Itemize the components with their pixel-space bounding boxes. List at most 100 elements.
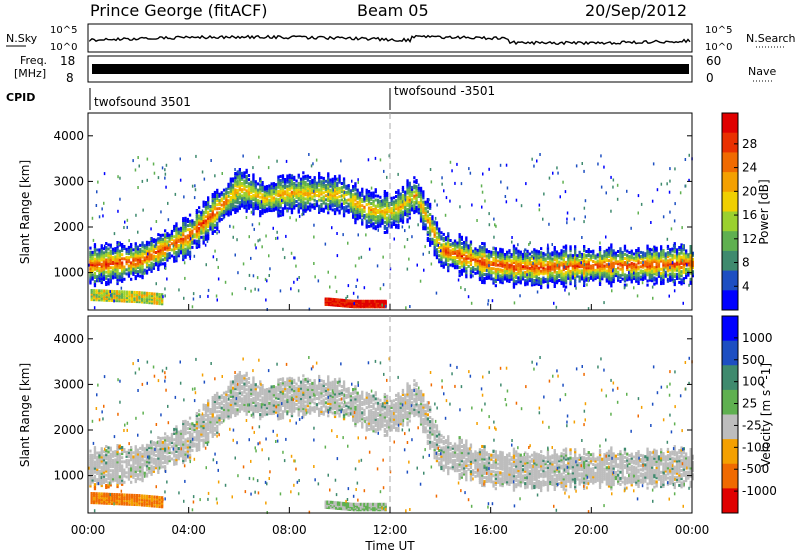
power-cell xyxy=(564,250,568,254)
power-cell xyxy=(689,255,692,259)
power-cell xyxy=(127,245,131,249)
power-cell xyxy=(653,278,656,282)
power-cell xyxy=(503,275,507,279)
power-cell xyxy=(515,282,518,286)
power-cell xyxy=(328,297,331,301)
power-cell xyxy=(610,274,613,278)
power-cell xyxy=(571,272,574,276)
power-cell xyxy=(426,232,429,236)
power-cell xyxy=(114,263,117,267)
power-cell xyxy=(445,196,448,200)
power-cell xyxy=(234,184,237,188)
power-cell xyxy=(357,295,359,299)
velocity-cell xyxy=(121,460,124,464)
power-cell xyxy=(551,265,554,269)
power-cell xyxy=(460,264,463,268)
power-cell xyxy=(373,299,377,303)
power-cell xyxy=(265,185,269,188)
power-cell xyxy=(272,202,275,206)
power-cell xyxy=(93,276,97,279)
power-cell xyxy=(597,162,599,166)
power-cell xyxy=(367,220,371,224)
power-cell xyxy=(127,260,131,264)
velocity-cell xyxy=(116,481,119,484)
power-cell xyxy=(121,277,124,281)
power-cell xyxy=(379,202,382,205)
nsky-tick-bottom: 10^0 xyxy=(50,42,77,53)
power-cell xyxy=(596,275,599,279)
power-cell xyxy=(685,259,688,263)
power-cell xyxy=(139,258,142,262)
power-cell xyxy=(370,186,373,190)
power-cell xyxy=(134,246,137,250)
power-cell xyxy=(354,188,357,192)
power-cell xyxy=(222,200,226,204)
power-cell xyxy=(179,251,183,255)
power-cell xyxy=(141,241,144,245)
power-cell xyxy=(243,204,246,208)
power-cell xyxy=(422,190,425,194)
power-cell xyxy=(408,183,411,187)
power-cell xyxy=(132,252,135,256)
power-cell xyxy=(623,244,627,248)
power-cell xyxy=(678,270,681,274)
power-cell xyxy=(98,266,101,270)
power-cell xyxy=(648,278,651,282)
power-cell xyxy=(245,216,248,219)
power-cell xyxy=(553,278,556,282)
power-cell xyxy=(474,253,477,257)
power-cell xyxy=(261,211,264,215)
power-cell xyxy=(342,208,346,212)
power-cell xyxy=(540,286,543,290)
power-cell xyxy=(134,250,137,254)
power-cell xyxy=(153,294,156,298)
power-cell xyxy=(453,255,457,259)
power-cell xyxy=(601,277,604,281)
nsky-tick-top: 10^5 xyxy=(50,25,77,36)
velocity-cell xyxy=(132,465,135,469)
power-cell xyxy=(546,267,550,271)
power-cell xyxy=(506,277,509,281)
power-cell xyxy=(110,293,113,297)
power-cell xyxy=(220,217,223,221)
power-cell xyxy=(444,236,448,240)
power-cell xyxy=(542,256,545,259)
power-cell xyxy=(614,257,617,261)
power-cell xyxy=(458,255,461,259)
power-cell xyxy=(519,250,522,254)
power-cell xyxy=(444,248,448,252)
power-cell xyxy=(653,255,656,259)
power-cell xyxy=(460,256,463,260)
power-cell xyxy=(116,255,119,259)
power-cell xyxy=(156,301,159,305)
power-cell xyxy=(211,203,214,207)
power-cell xyxy=(544,253,547,257)
power-cell xyxy=(272,206,275,210)
power-cell xyxy=(283,256,286,260)
power-cell xyxy=(309,206,312,210)
power-cell xyxy=(662,215,665,219)
power-cell xyxy=(232,183,235,187)
power-cell xyxy=(207,225,210,228)
power-cell xyxy=(442,247,445,251)
power-cell xyxy=(458,243,461,247)
power-cell xyxy=(499,256,502,259)
power-cell xyxy=(281,199,283,203)
power-cell xyxy=(508,275,511,279)
power-cell xyxy=(302,177,305,181)
power-cell xyxy=(435,235,439,239)
power-cell xyxy=(535,257,538,261)
power-cell xyxy=(243,185,246,189)
power-cell xyxy=(125,297,129,301)
power-cell xyxy=(583,255,586,259)
velocity-cell xyxy=(93,448,97,452)
power-cell xyxy=(521,267,525,271)
power-cell xyxy=(202,237,205,241)
power-cell xyxy=(381,215,384,219)
power-cell xyxy=(343,299,347,302)
power-cell xyxy=(440,231,443,235)
power-cell xyxy=(424,208,427,212)
power-cell xyxy=(512,273,516,277)
power-cell xyxy=(324,198,328,202)
power-cell xyxy=(429,241,432,245)
